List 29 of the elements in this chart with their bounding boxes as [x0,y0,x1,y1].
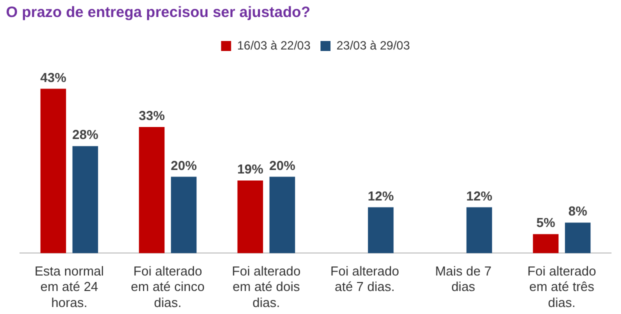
bar [532,234,559,254]
x-tick-label: Foi alterado em até cinco dias. [130,264,205,310]
data-label: 28% [72,127,99,142]
bar [72,146,98,254]
bar [466,207,492,254]
bar [368,207,394,254]
legend-label: 16/03 à 22/03 [237,38,311,52]
data-label: 8% [568,204,588,219]
data-label: 5% [536,215,556,230]
bar [170,176,197,254]
x-tick-label: Foi alterado até 7 dias. [330,264,400,294]
data-label: 12% [368,188,394,204]
bar [138,127,165,254]
data-label: 20% [269,158,296,173]
data-label: 33% [138,108,166,124]
bar [269,176,296,254]
x-tick-label: Mais de 7 dias [435,264,492,294]
x-tick-label: Esta normal em até 24 horas. [34,264,104,310]
x-tick-label: Foi alterado em até dois dias. [232,264,301,310]
legend-label: 23/03 à 29/03 [336,38,410,52]
chart-title: O prazo de entrega precisou ser ajustado? [6,4,310,21]
bar [40,88,66,254]
data-label: 12% [466,188,493,204]
x-tick-label: Foi alterado em até três dias. [527,264,596,310]
data-label: 43% [40,70,67,85]
data-label: 20% [170,158,198,173]
data-label: 19% [237,162,264,177]
bar [564,222,591,254]
bar [237,180,264,254]
